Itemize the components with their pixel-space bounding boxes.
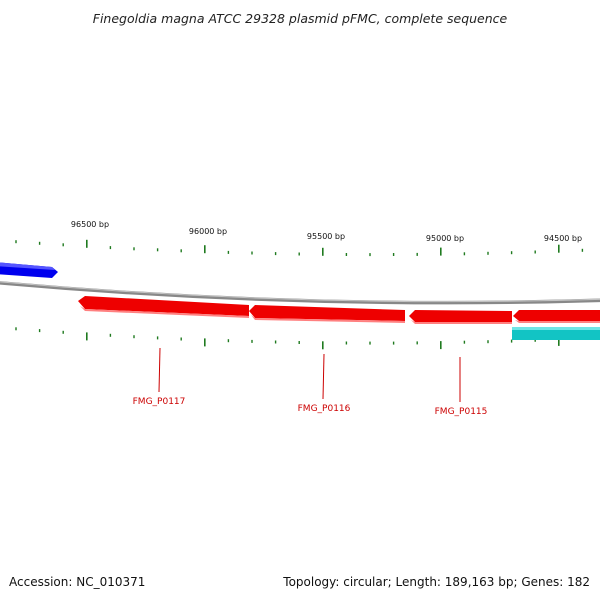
coordinate-label-96000: 96000 bp xyxy=(189,227,227,236)
coordinate-ticks-inner xyxy=(15,327,584,350)
accession-text: Accession: NC_010371 xyxy=(9,575,145,589)
coordinate-label-94500: 94500 bp xyxy=(544,234,582,243)
coordinate-ticks-outer xyxy=(15,239,584,257)
gene-forward-blue[interactable] xyxy=(0,262,58,278)
map-title: Finegoldia magna ATCC 29328 plasmid pFMC… xyxy=(93,11,508,26)
gene-label-fmg-p0117: FMG_P0117 xyxy=(133,397,186,407)
gene-reverse-partial-red[interactable] xyxy=(513,310,600,323)
topology-summary: Topology: circular; Length: 189,163 bp; … xyxy=(282,575,590,589)
gene-fmg-p0116[interactable] xyxy=(249,305,405,323)
label-line-fmg-p0116 xyxy=(322,353,325,400)
plasmid-backbone xyxy=(0,281,600,305)
gene-reverse-cyan[interactable] xyxy=(512,327,600,340)
plasmid-backbone-highlight xyxy=(0,281,600,303)
gene-fmg-p0117[interactable] xyxy=(78,296,249,318)
coordinate-label-96500: 96500 bp xyxy=(71,220,109,229)
gene-label-fmg-p0115: FMG_P0115 xyxy=(435,407,488,417)
coordinate-label-95500: 95500 bp xyxy=(307,232,345,241)
gene-label-fmg-p0116: FMG_P0116 xyxy=(298,404,351,414)
gene-fmg-p0115[interactable] xyxy=(409,310,512,324)
label-line-fmg-p0117 xyxy=(158,347,161,393)
coordinate-label-95000: 95000 bp xyxy=(426,234,464,243)
